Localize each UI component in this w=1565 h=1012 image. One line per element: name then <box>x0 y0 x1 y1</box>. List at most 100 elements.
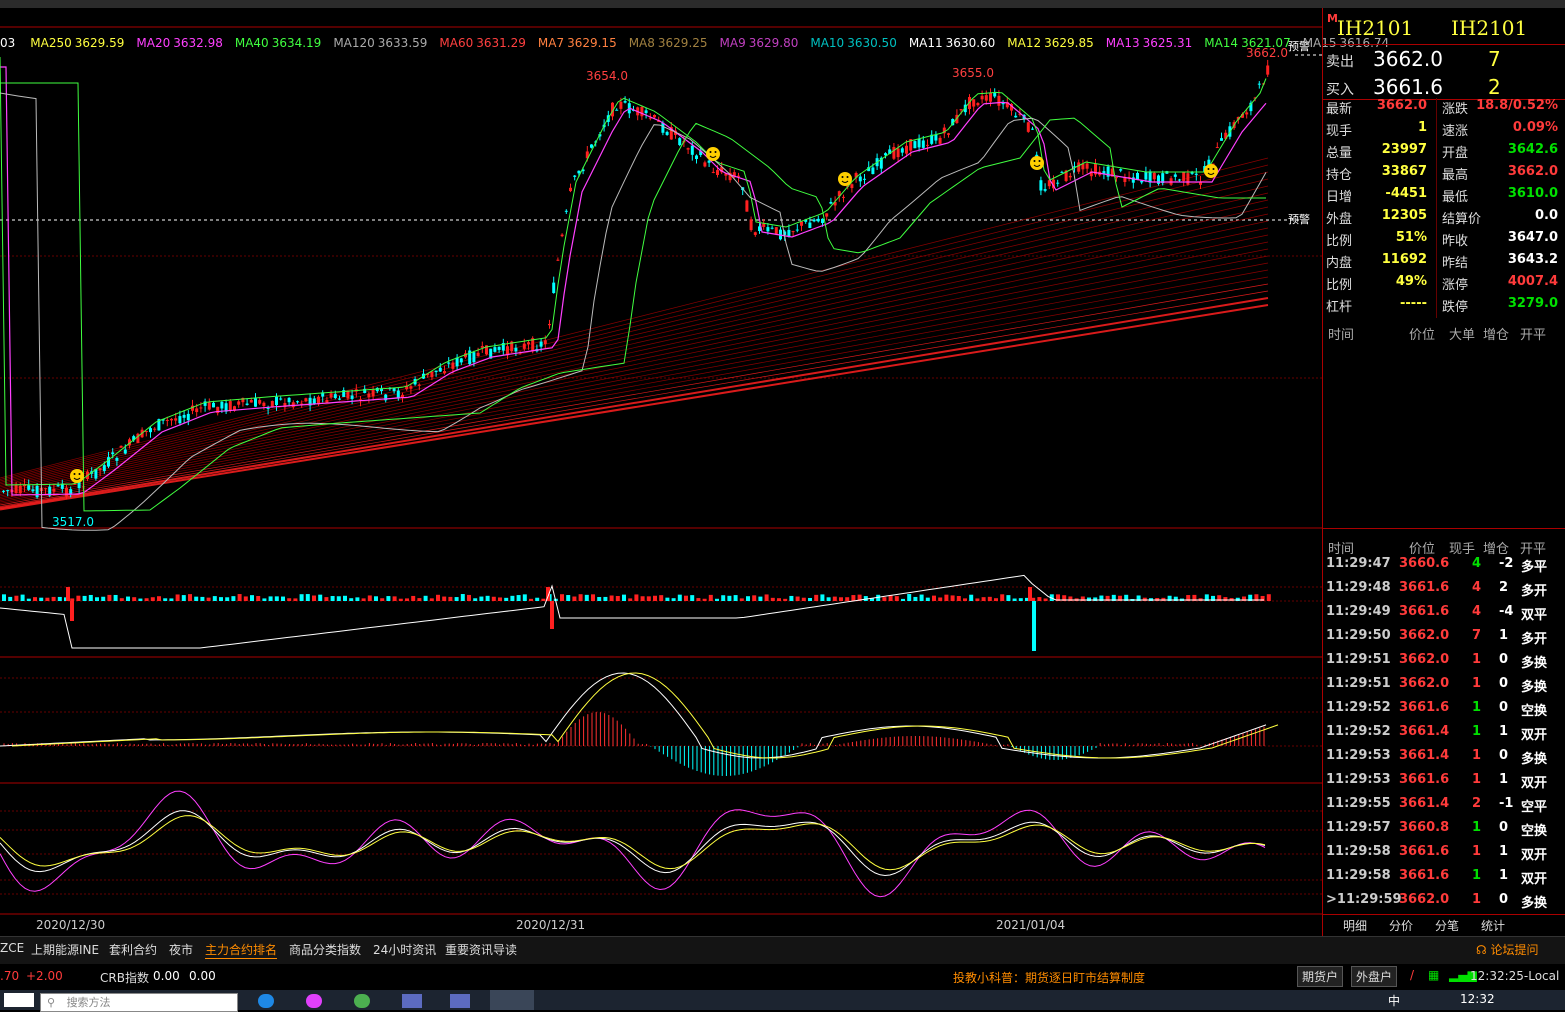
grid-icon[interactable]: ▦ <box>1428 968 1440 982</box>
notice-ticker[interactable]: 投教小科普：期货逐日盯市结算制度 <box>953 971 1146 985</box>
tick-volume: 1 <box>1472 892 1482 907</box>
tick-price: 3661.4 <box>1399 724 1450 739</box>
quote-value: ----- <box>1400 296 1427 311</box>
tick-time: 11:29:55 <box>1326 796 1391 811</box>
tick-row: 11:29:57 3660.8 1 0 空换 <box>1323 820 1565 844</box>
column-header: 开平 <box>1520 542 1547 557</box>
foreign-account-button[interactable]: 外盘户 <box>1351 966 1398 987</box>
ma-value: 3629.85 <box>1044 36 1094 50</box>
alert-label-2[interactable]: 预警 <box>1288 212 1310 226</box>
ma-legend-item: MA12 3629.85 <box>1007 36 1099 50</box>
start-icon[interactable] <box>4 993 34 1007</box>
tick-time: 11:29:52 <box>1326 700 1391 715</box>
quote-label: 涨跌 <box>1442 102 1469 117</box>
kline-chart[interactable]: 3654.0 3655.0 3517.0 3662.0 预警 预警 2020/1… <box>0 8 1322 936</box>
quote-value: 11692 <box>1381 252 1427 267</box>
market-tabs: ZCE 上期能源INE 套利合约 夜市 主力合约排名 商品分类指数 24小时资讯… <box>0 936 1565 965</box>
column-header: 时间 <box>1328 328 1355 343</box>
ma-fan <box>0 157 1269 511</box>
tick-row: 11:29:58 3661.6 1 1 双开 <box>1323 868 1565 892</box>
tick-volume: 4 <box>1472 580 1482 595</box>
edge-icon[interactable] <box>258 994 274 1008</box>
quote-value: -4451 <box>1385 186 1427 201</box>
alert-label-1[interactable]: 预警 <box>1288 39 1310 53</box>
quote-label: 涨停 <box>1442 278 1469 293</box>
tab-ine[interactable]: 上期能源INE <box>31 943 100 957</box>
tick-volume: 1 <box>1472 772 1482 787</box>
ma-value: 3629.25 <box>657 36 708 50</box>
search-icon: ⚲ <box>47 996 56 1009</box>
tab-zce[interactable]: ZCE <box>0 941 25 955</box>
tab-night[interactable]: 夜市 <box>169 943 194 957</box>
subtab-2[interactable]: 分笔 <box>1435 919 1460 933</box>
index-change: +2.00 <box>26 969 63 983</box>
crb-label: CRB指数 <box>100 971 149 985</box>
ma-legend-item: 03 <box>0 36 24 50</box>
quote-value: 33867 <box>1381 164 1427 179</box>
bid-price: 3661.6 <box>1373 75 1443 99</box>
column-header: 增仓 <box>1483 328 1510 343</box>
futures-account-button[interactable]: 期货户 <box>1297 966 1344 987</box>
ime-indicator[interactable]: 中 <box>1388 994 1401 1008</box>
tick-type: 双开 <box>1521 848 1548 863</box>
tab-key-news[interactable]: 重要资讯导读 <box>445 943 518 957</box>
trading-app-icon[interactable] <box>450 994 470 1008</box>
kdj-panel <box>0 790 1266 898</box>
windows-taskbar: ⚲ 搜索方法 中 12:32 <box>0 990 1565 1012</box>
ma-legend-item: MA7 3629.15 <box>538 36 623 50</box>
browser-icon[interactable] <box>306 994 322 1008</box>
price-label-low: 3517.0 <box>52 515 94 529</box>
title-bar <box>0 0 1565 8</box>
tick-price: 3661.6 <box>1399 700 1450 715</box>
tick-time: 11:29:51 <box>1326 676 1391 691</box>
trading-app-icon[interactable] <box>402 994 422 1008</box>
quote-row: 外盘 12305 结算价 0.0 <box>1323 208 1565 230</box>
quote-label: 日增 <box>1326 190 1353 205</box>
headset-icon: ☊ <box>1476 943 1487 957</box>
tab-commodity-index[interactable]: 商品分类指数 <box>289 943 362 957</box>
tick-time: 11:29:51 <box>1326 652 1391 667</box>
tick-volume: 4 <box>1472 556 1482 571</box>
ma-legend-item: MA14 3621.07 <box>1204 36 1296 50</box>
tick-time: 11:29:49 <box>1326 604 1391 619</box>
quote-value: 49% <box>1395 274 1427 289</box>
trading-app-active[interactable] <box>490 990 534 1010</box>
quote-row: 内盘 11692 昨结 3643.2 <box>1323 252 1565 274</box>
ma-legend-item: MA10 3630.50 <box>810 36 902 50</box>
ma-legend-item: MA9 3629.80 <box>720 36 805 50</box>
subtab-0[interactable]: 明细 <box>1343 919 1368 933</box>
quote-row: 日增 -4451 最低 3610.0 <box>1323 186 1565 208</box>
quote-value: 3279.0 <box>1507 296 1558 311</box>
smiley-signal-icon <box>706 147 720 161</box>
tick-row: 11:29:48 3661.6 4 2 多开 <box>1323 580 1565 604</box>
ma-label: MA40 <box>234 36 269 50</box>
symbol-code[interactable]: IH2101 <box>1337 16 1414 40</box>
signal-icon: ▂▄▆ <box>1449 968 1477 982</box>
status-bar: .70 +2.00 CRB指数 0.00 0.00 投教小科普：期货逐日盯市结算… <box>0 964 1565 990</box>
quote-label: 昨收 <box>1442 234 1469 249</box>
slash-icon: / <box>1410 968 1415 982</box>
forum-link[interactable]: ☊ 论坛提问 <box>1476 941 1539 958</box>
taskbar-search[interactable]: ⚲ 搜索方法 <box>40 993 238 1012</box>
quote-label: 外盘 <box>1326 212 1353 227</box>
ma-legend-item: MA20 3632.98 <box>136 36 228 50</box>
tick-volume: 1 <box>1472 748 1482 763</box>
subtab-3[interactable]: 统计 <box>1481 919 1506 933</box>
app-icon[interactable] <box>354 994 370 1008</box>
subtab-1[interactable]: 分价 <box>1389 919 1414 933</box>
taskbar-clock: 12:32 <box>1460 992 1495 1006</box>
tab-main-contract-rank[interactable]: 主力合约排名 <box>205 943 278 959</box>
kline-chart-area[interactable]: 3654.0 3655.0 3517.0 3662.0 预警 预警 2020/1… <box>0 8 1389 936</box>
ma-label: MA9 <box>719 36 746 50</box>
ma-legend-item: MA15 3616.74 <box>1303 36 1395 50</box>
ma-legend-item: MA8 3629.25 <box>629 36 714 50</box>
column-header: 现手 <box>1449 542 1476 557</box>
tick-time: 11:29:48 <box>1326 580 1391 595</box>
tab-24h-news[interactable]: 24小时资讯 <box>373 943 437 957</box>
tick-row: 11:29:53 3661.6 1 1 双开 <box>1323 772 1565 796</box>
tab-arbitrage[interactable]: 套利合约 <box>109 943 158 957</box>
tick-time: 11:29:53 <box>1326 772 1391 787</box>
tick-row: 11:29:50 3662.0 7 1 多开 <box>1323 628 1565 652</box>
search-placeholder: 搜索方法 <box>66 996 111 1009</box>
ma-value: 3630.60 <box>945 36 996 50</box>
